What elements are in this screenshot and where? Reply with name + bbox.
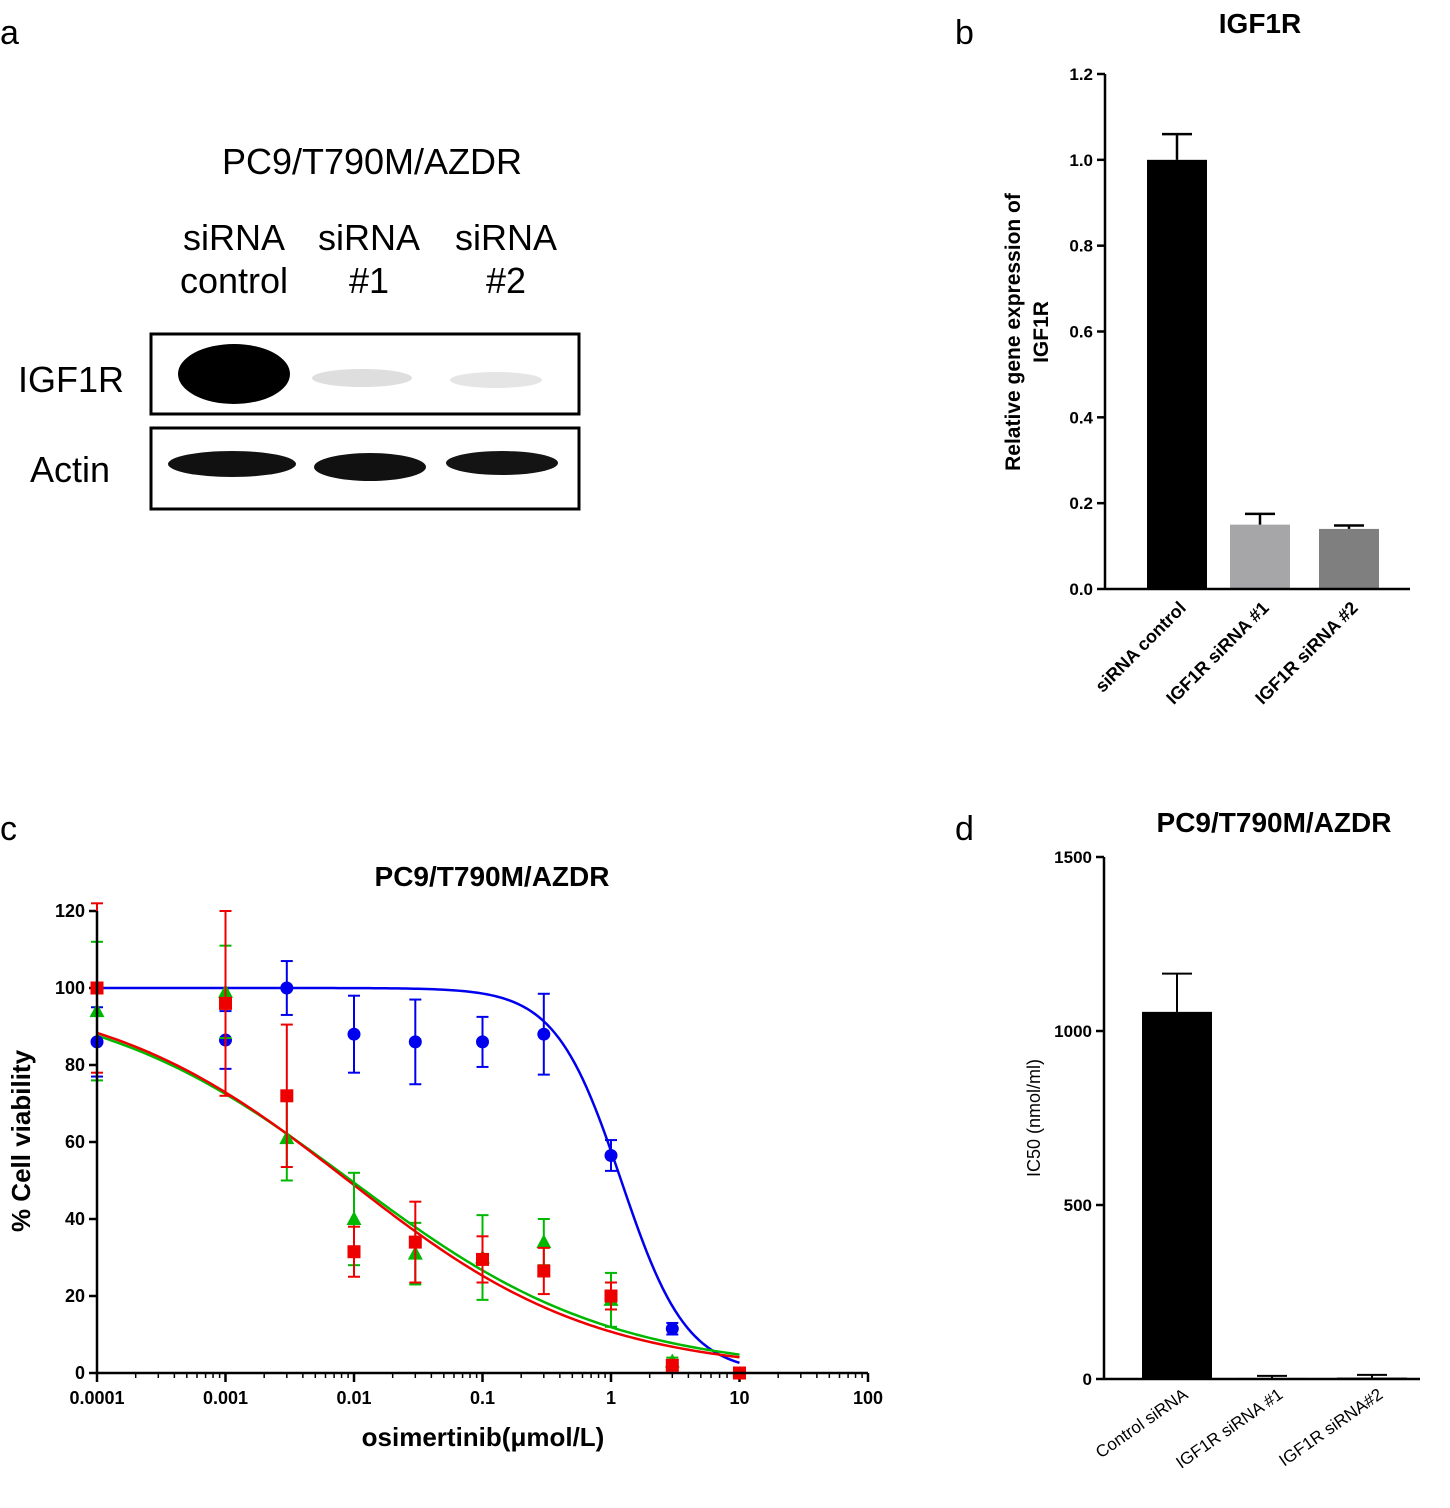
chart-c-point-square xyxy=(347,1245,361,1259)
lane-label-3-line2: #2 xyxy=(486,260,526,301)
chart-c-xtick-label: 0.1 xyxy=(470,1388,495,1408)
chart-c-fit-curve xyxy=(96,1031,740,1359)
chart-b-title: IGF1R xyxy=(1219,8,1301,39)
chart-c-point-circle xyxy=(537,1027,551,1041)
band-actin-control xyxy=(168,451,296,477)
chart-c-point-square xyxy=(476,1252,489,1266)
chart-b-bar xyxy=(1147,159,1207,590)
chart-c-xlabel: osimertinib(μmol/L) xyxy=(362,1422,605,1452)
chart-c-point-square xyxy=(408,1235,422,1249)
blot-row-label-actin: Actin xyxy=(30,449,110,490)
chart-c-ytick-label: 80 xyxy=(65,1055,85,1075)
chart-b-ytick-label: 0.4 xyxy=(1069,408,1093,427)
chart-c-point-circle xyxy=(604,1148,618,1162)
chart-c-ytick-label: 120 xyxy=(55,901,85,921)
chart-c-xtick-label: 1 xyxy=(606,1388,616,1408)
chart-b-ytick-label: 1.0 xyxy=(1069,151,1093,170)
chart-c-ylabel: % Cell viability xyxy=(6,1049,36,1232)
chart-d-bars xyxy=(1142,972,1407,1380)
chart-c-ytick-label: 60 xyxy=(65,1132,85,1152)
panel-letter-c: c xyxy=(0,810,17,848)
chart-d-ylabel: IC50 (nmol/ml) xyxy=(1024,1059,1044,1177)
chart-c-point-triangle xyxy=(536,1234,552,1249)
chart-c-fit-curve xyxy=(97,986,740,1364)
panel-letter-b: b xyxy=(955,14,974,52)
band-actin-sirna2 xyxy=(446,451,558,475)
chart-d-y-ticks: 0 500 1000 1500 xyxy=(1054,848,1104,1389)
chart-c-ytick-label: 40 xyxy=(65,1209,85,1229)
band-igf1r-sirna2 xyxy=(450,372,542,388)
chart-b-ytick-label: 1.2 xyxy=(1069,65,1093,84)
chart-c-xtick-label: 10 xyxy=(729,1388,749,1408)
chart-c-point-circle xyxy=(280,981,294,995)
lane-label-2-line1: siRNA xyxy=(318,217,420,258)
panel-d: d PC9/T790M/AZDR IC50 (nmol/ml) 0 500 1000… xyxy=(955,807,1420,1472)
panel-c: c PC9/T790M/AZDR % Cell viability osimer… xyxy=(0,810,883,1452)
chart-d-ytick-label: 1500 xyxy=(1054,848,1092,867)
lane-label-1-line1: siRNA xyxy=(183,217,285,258)
chart-c-ytick-label: 20 xyxy=(65,1286,85,1306)
chart-c-fit-curve xyxy=(96,1034,740,1356)
chart-d-category-label: IGF1R siRNA#2 xyxy=(1276,1385,1387,1470)
lane-label-2-line2: #1 xyxy=(349,260,389,301)
chart-b-ytick-label: 0.8 xyxy=(1069,237,1093,256)
chart-d-category-label: Control siRNA xyxy=(1092,1384,1192,1462)
chart-c-xtick-label: 0.001 xyxy=(203,1388,248,1408)
chart-c-fit-curves xyxy=(96,986,740,1364)
chart-d-ytick-label: 1000 xyxy=(1054,1022,1092,1041)
chart-c-ytick-label: 0 xyxy=(75,1363,85,1383)
chart-c-point-circle xyxy=(665,1322,679,1336)
chart-b-ytick-label: 0.0 xyxy=(1069,580,1093,599)
chart-b-y-ticks: 0.0 0.2 0.4 0.6 0.8 1.0 1.2 xyxy=(1069,65,1105,599)
chart-b-ylabel-line1: Relative gene expression of xyxy=(1002,192,1025,471)
chart-d-bar xyxy=(1142,1011,1212,1379)
lane-label-3-line1: siRNA xyxy=(455,217,557,258)
lane-label-1-line2: control xyxy=(180,260,288,301)
chart-b-bars xyxy=(1147,132,1379,590)
chart-d-ytick-label: 0 xyxy=(1083,1370,1092,1389)
chart-c-xtick-label: 0.01 xyxy=(336,1388,371,1408)
chart-c-point-square xyxy=(219,996,232,1010)
panel-b: b IGF1R Relative gene expression of IGF1… xyxy=(955,8,1410,708)
chart-b-ytick-label: 0.2 xyxy=(1069,494,1093,513)
chart-c-points xyxy=(89,902,746,1380)
chart-c-point-square xyxy=(280,1089,294,1103)
chart-c-point-square xyxy=(665,1358,679,1372)
band-igf1r-control xyxy=(178,344,290,404)
chart-d-title: PC9/T790M/AZDR xyxy=(1157,807,1392,838)
blot-title: PC9/T790M/AZDR xyxy=(222,141,522,182)
panel-letter-d: d xyxy=(955,810,974,848)
chart-b-ylabel-line2: IGF1R xyxy=(1030,301,1053,363)
chart-c-point-triangle xyxy=(346,1211,362,1225)
chart-c-point-circle xyxy=(476,1035,489,1049)
chart-c-point-square xyxy=(604,1289,618,1303)
chart-b-bar xyxy=(1230,524,1290,589)
chart-c-point-circle xyxy=(347,1027,361,1041)
chart-c-ytick-label: 100 xyxy=(55,978,85,998)
chart-c-xtick-label: 100 xyxy=(853,1388,883,1408)
chart-b-bar xyxy=(1319,528,1379,589)
chart-d-ytick-label: 500 xyxy=(1064,1196,1092,1215)
chart-c-ticks: 0 20 40 60 80 100 120 0.0001 0.001 0.01 0.1 1 10 100 xyxy=(55,901,883,1408)
chart-b-ytick-label: 0.6 xyxy=(1069,323,1093,342)
chart-c-xtick-label: 0.0001 xyxy=(69,1388,124,1408)
band-actin-sirna1 xyxy=(314,453,426,481)
blot-row-label-igf1r: IGF1R xyxy=(18,359,124,400)
chart-c-point-circle xyxy=(408,1035,422,1049)
chart-c-point-square xyxy=(537,1264,551,1278)
band-igf1r-sirna1 xyxy=(312,369,412,387)
chart-c-title: PC9/T790M/AZDR xyxy=(375,861,610,892)
panel-letter-a: a xyxy=(0,14,19,52)
panel-a: a PC9/T790M/AZDR siRNA control siRNA #1 … xyxy=(0,14,581,511)
